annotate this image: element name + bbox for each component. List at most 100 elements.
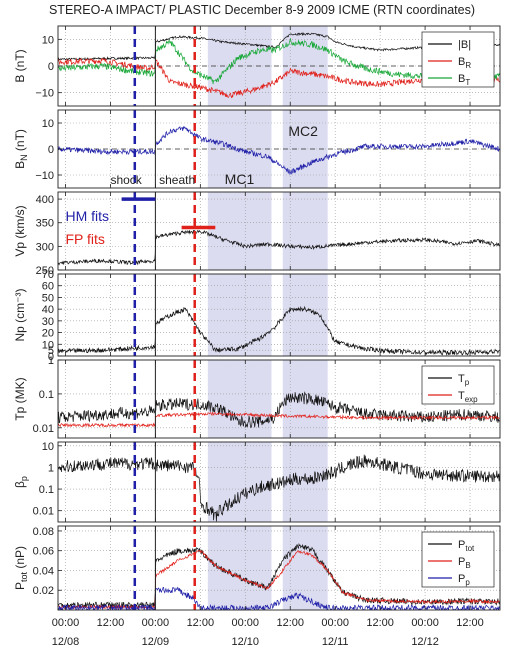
y-tick-label: 350 (36, 218, 54, 230)
x-tick-label: 00:00 (232, 617, 260, 629)
annotation-sheath: sheath (159, 173, 195, 187)
y-tick-label: 30 (42, 316, 54, 328)
panel-Ptot: 0.02 0.04 0.06 0.08 Ptot (nP) Ptot PB Pp (13, 525, 501, 611)
y-tick-label: 60 (42, 281, 54, 293)
y-tick-label: 0.01 (33, 506, 54, 518)
series-line-Ptot-P_tot (58, 542, 500, 610)
panel-frame (57, 525, 501, 611)
panel-frame (57, 273, 501, 357)
y-axis-label: Np (cm⁻³) (13, 289, 27, 342)
x-tick-label: 00:00 (52, 617, 80, 629)
y-tick-label: 0.1 (39, 389, 54, 401)
y-tick-label: 1 (48, 355, 54, 367)
y-tick-label: 20 (42, 328, 54, 340)
y-tick-label: 0.04 (33, 565, 54, 577)
legend: Tp Texp (421, 365, 495, 405)
y-axis-label: B (nT) (13, 49, 27, 82)
x-date-label: 12/09 (142, 636, 170, 648)
y-tick-label: 0 (48, 144, 54, 156)
y-tick-label: −10 (35, 170, 54, 182)
grid (58, 442, 500, 522)
y-tick-label: 10 (42, 339, 54, 351)
y-tick-label: 300 (36, 241, 54, 253)
series-line-Ptot-P_p (58, 586, 500, 610)
x-date-label: 12/12 (411, 636, 439, 648)
y-axis-label: Ptot (nP) (13, 546, 29, 590)
y-tick-label: 0.02 (33, 585, 54, 597)
shaded-region-mc1 (207, 192, 272, 270)
panel-B: −10 0 10 B (nT) |B| BR BT (13, 25, 501, 107)
y-axis-label: BN (nT) (13, 129, 29, 169)
y-tick-label: 0.08 (33, 526, 54, 538)
y-tick-label: 0.1 (39, 484, 54, 496)
y-tick-label: 5 (48, 345, 54, 357)
y-tick-label: 10 (42, 118, 54, 130)
annotation-shock: shock (110, 173, 142, 187)
shaded-region-mc1 (207, 442, 272, 522)
x-date-label: 12/11 (322, 636, 349, 648)
series-line-Tp-T_exp (58, 411, 500, 428)
series-line-Ptot-P_B (58, 549, 500, 610)
x-date-label: 12/08 (52, 636, 80, 648)
series-line-beta-β_p (58, 454, 500, 522)
x-tick-label: 00:00 (321, 617, 349, 629)
legend-entry: Ptot (458, 539, 475, 553)
shaded-region-mc2 (282, 274, 328, 356)
y-tick-label: 0 (48, 351, 54, 363)
y-tick-label: 40 (42, 304, 54, 316)
shaded-region-mc1 (207, 274, 272, 356)
shaded-region-mc2 (282, 192, 328, 270)
panel-Vp: 250 300 350 400 Vp (km/s) (13, 191, 501, 277)
x-tick-label: 12:00 (276, 617, 304, 629)
panel-frame (57, 441, 501, 523)
y-axis-label: Tp (MK) (13, 377, 27, 420)
y-tick-label: 70 (42, 269, 54, 281)
x-tick-label: 12:00 (366, 617, 394, 629)
panel-frame (57, 191, 501, 271)
y-tick-label: 0.06 (33, 546, 54, 558)
legend-entry: PB (458, 556, 471, 570)
panel-Tp: 0.01 0.1 1 Tp (MK) Tp Texp (13, 355, 501, 439)
shaded-region-mc1 (207, 360, 272, 438)
series-line-BN-B_N (58, 125, 500, 175)
x-axis-labels: 00:00 12:00 00:00 12:00 00:00 12:00 00:00 12:00… (52, 617, 484, 648)
y-tick-label: 1 (48, 462, 54, 474)
y-tick-label: 10 (42, 441, 54, 453)
y-axis-label: Vp (km/s) (13, 205, 27, 256)
grid (58, 273, 500, 357)
annotation-mc1: MC1 (225, 171, 255, 187)
legend-entry: Tp (458, 373, 470, 387)
annotation-fp-fits: FP fits (65, 231, 104, 247)
legend-entry: BR (458, 56, 471, 70)
series-line-Vp-Vp (58, 229, 500, 266)
x-tick-label: 12:00 (187, 617, 215, 629)
x-date-label: 12/10 (232, 636, 260, 648)
legend-entry: Pp (458, 573, 470, 587)
x-tick-label: 00:00 (411, 617, 439, 629)
y-tick-label: 250 (36, 265, 54, 277)
x-tick-label: 12:00 (97, 617, 125, 629)
chart-title: STEREO-A IMPACT/ PLASTIC December 8-9 20… (49, 3, 475, 17)
legend-entry: BT (458, 73, 470, 87)
panel-frame (57, 359, 501, 439)
annotations: shock sheath MC1 MC2 HM fits FP fits (65, 123, 318, 247)
annotation-hm-fits: HM fits (65, 208, 109, 224)
y-axis-label: βp (13, 476, 29, 488)
y-tick-label: 0.01 (33, 423, 54, 435)
legend-box (421, 365, 495, 405)
y-tick-label: 0 (48, 61, 54, 73)
legend-entry: |B| (458, 39, 471, 51)
y-tick-label: −10 (35, 88, 54, 100)
legend: Ptot PB Pp (421, 531, 495, 588)
grid (58, 192, 500, 271)
y-tick-label: 10 (42, 34, 54, 46)
series-line-Np-Np (58, 305, 500, 356)
x-tick-label: 00:00 (142, 617, 170, 629)
legend: |B| BR BT (421, 31, 495, 88)
panel-BN: −10 0 10 BN (nT) (13, 109, 501, 189)
legend-entry: Texp (458, 390, 478, 404)
x-tick-label: 12:00 (456, 617, 484, 629)
